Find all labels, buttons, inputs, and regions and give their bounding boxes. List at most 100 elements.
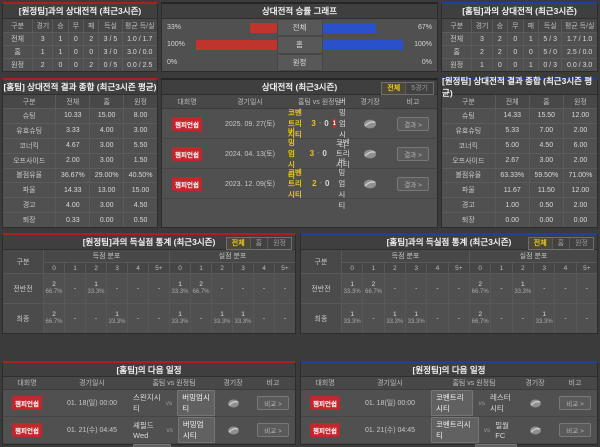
goal-filter-group: 전체 홈 원정 (527, 237, 594, 250)
cell: 1.0 / 1.7 (121, 33, 157, 45)
row-label: 오프사이드 (13, 157, 46, 165)
row-label: 전체 (450, 36, 464, 43)
score-separator: - (318, 120, 322, 127)
away-winrate-bar (322, 39, 403, 50)
cell: 1 (32, 46, 52, 58)
filter-all-button[interactable]: 전체 (382, 83, 406, 94)
stadium-icon[interactable] (529, 426, 542, 435)
result-button[interactable]: 결과 > (397, 176, 429, 191)
stadium-icon[interactable] (363, 179, 377, 189)
cell: 4.50 (528, 138, 563, 153)
winrate-row: 33% 전체 67% (162, 19, 437, 37)
graph-row-label: 원정 (276, 53, 323, 71)
cell: - (490, 303, 512, 333)
home-score: 3 (311, 119, 316, 128)
home-team-name: 코벤트리시티 (288, 108, 302, 139)
row-label: 볼점유율 (455, 172, 482, 180)
cell: 2 66.7% (43, 273, 64, 303)
col-header: 승 (491, 19, 508, 32)
goal-distribution-table: 구분 득점 분포 실점 분포 0 1 2 3 4 5+ 0 1 2 3 4 5+… (3, 250, 295, 333)
empty-area (162, 199, 437, 227)
col-header: 대회명 (177, 98, 197, 106)
cell: 10.33 (55, 109, 89, 123)
panel-title: [원정팀]과의 득실점 통계 (최근3시즌) (82, 237, 216, 247)
col-header: 경기 (471, 19, 491, 32)
cell: - (64, 273, 85, 303)
cell: 3.00 (89, 153, 123, 168)
cell: - (190, 303, 211, 333)
table-row: 경고 4.00 3.00 4.50 (3, 197, 157, 213)
cell: 2 66.7% (469, 273, 491, 303)
filter-all-button[interactable]: 전체 (226, 238, 250, 249)
col-header: 원정 (123, 95, 157, 108)
filter-5games-button[interactable]: 5경기 (405, 83, 433, 94)
cell: - (232, 273, 253, 303)
cell: 2.00 (562, 123, 597, 138)
stadium-icon[interactable] (529, 399, 542, 408)
col-header: 홈 (89, 95, 123, 108)
filter-away-button[interactable]: 원정 (267, 238, 291, 249)
home-next-schedule-panel: [홈팀]의 다음 일정 대회명 경기일시 홈팀 vs 원정팀 경기장 비고 챔피… (2, 361, 296, 447)
panel-title: [홈팀]의 다음 일정 (116, 364, 182, 375)
compare-button[interactable]: 비교 > (257, 396, 289, 410)
cell: 12.00 (562, 183, 597, 198)
cell: 7.00 (528, 123, 563, 138)
stadium-icon[interactable] (227, 426, 240, 435)
col-header: 패 (522, 19, 539, 32)
row-label: 전체 (11, 36, 25, 43)
col-header: 패 (83, 19, 98, 32)
cell: 0.0 / 2.5 (121, 59, 157, 71)
cell: 0.00 (89, 213, 123, 227)
home-team-name: 버밍엄시티 (133, 444, 171, 447)
table-row: 오프사이드 2.00 3.00 1.50 (3, 152, 157, 168)
home-pct-label: 0% (167, 58, 178, 66)
cell: - (253, 303, 274, 333)
stadium-icon[interactable] (363, 119, 377, 129)
row-label: 최종 (3, 303, 43, 333)
league-badge: 챔피언쉽 (172, 116, 202, 131)
compare-button[interactable]: 비교 > (559, 423, 591, 437)
compare-button[interactable]: 비교 > (559, 396, 591, 410)
home-team-name: 코벤트리시티 (431, 417, 479, 443)
col-header: 득실 (98, 19, 121, 32)
table-row: 전체 3 2 0 1 5 / 3 1.7 / 1.0 (442, 32, 597, 45)
scored-group-header: 득점 분포 (341, 250, 469, 262)
cell: 5.00 (494, 138, 529, 153)
compare-button[interactable]: 비교 > (257, 423, 289, 437)
row-label: 파울 (461, 187, 475, 195)
filter-all-button[interactable]: 전체 (528, 238, 552, 249)
cell: 3.0 / 0.0 (121, 46, 157, 58)
result-button[interactable]: 결과 > (397, 116, 429, 131)
cell: 2.00 (55, 153, 89, 168)
panel-title-bar: 상대전적 승률 그래프 (162, 4, 437, 19)
cell: 3 / 0 (98, 46, 121, 58)
bin-header: 2 (211, 262, 232, 273)
match-date: 01. 21(수) 04:45 (364, 427, 416, 434)
bin-header: 4 (426, 262, 448, 273)
stadium-icon[interactable] (363, 149, 377, 159)
schedule-row: 챔피언쉽 01. 21(수) 04:45 코벤트리시티 vs 밀월FC 비교 > (301, 417, 597, 444)
table-row: 코너킥 5.00 4.50 6.00 (442, 137, 597, 153)
result-button[interactable]: 결과 > (397, 146, 429, 161)
cell: - (148, 273, 169, 303)
cell: - (426, 303, 448, 333)
red-card-badge: 1 (332, 119, 336, 128)
bin-header: 5+ (148, 262, 169, 273)
cell: 1 33.3% (533, 303, 555, 333)
away-team-name: 코벤트리시티 (474, 444, 517, 447)
stadium-icon[interactable] (227, 399, 240, 408)
table-row: 볼점유율 63.33% 59.50% 71.00% (442, 167, 597, 183)
col-header: 비고 (406, 98, 420, 106)
cell: 3 / 5 (98, 33, 121, 45)
filter-home-button[interactable]: 홈 (551, 238, 570, 249)
cell: 5.33 (494, 123, 529, 138)
cell: 2 (83, 33, 98, 45)
table-row: 유효슈팅 3.33 4.00 3.00 (3, 122, 157, 138)
filter-away-button[interactable]: 원정 (569, 238, 593, 249)
cell: - (383, 273, 405, 303)
away-team-name: 버밍엄시티 (177, 390, 215, 416)
score-separator: - (317, 150, 320, 157)
cell: - (447, 303, 469, 333)
row-label: 슈팅 (461, 112, 475, 120)
filter-home-button[interactable]: 홈 (249, 238, 268, 249)
